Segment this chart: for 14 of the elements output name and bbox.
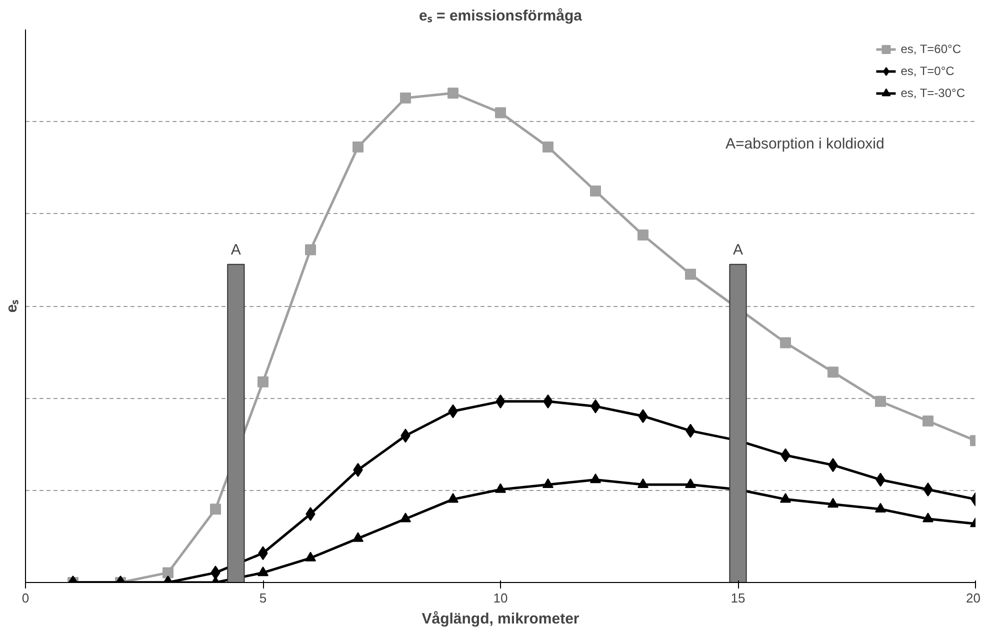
y-axis-title: eₛ (4, 299, 20, 313)
x-tick-label: 5 (259, 590, 267, 606)
x-axis-title: Våglängd, mikrometer (422, 610, 580, 628)
annotation: A (733, 241, 744, 258)
chart-title: eₛ = emissionsförmåga (419, 8, 583, 24)
x-tick-label: 15 (730, 590, 746, 606)
legend-label: es, T=60°C (900, 42, 961, 56)
x-tick-label: 0 (22, 590, 30, 606)
x-tick-label: 10 (493, 590, 508, 606)
x-tick-label: 20 (966, 590, 981, 606)
annotation: A (230, 241, 241, 258)
annotation: A=absorption i koldioxid (726, 136, 884, 152)
legend-label: es, T=0°C (900, 64, 954, 78)
legend-label: es, T=-30°C (900, 86, 965, 100)
